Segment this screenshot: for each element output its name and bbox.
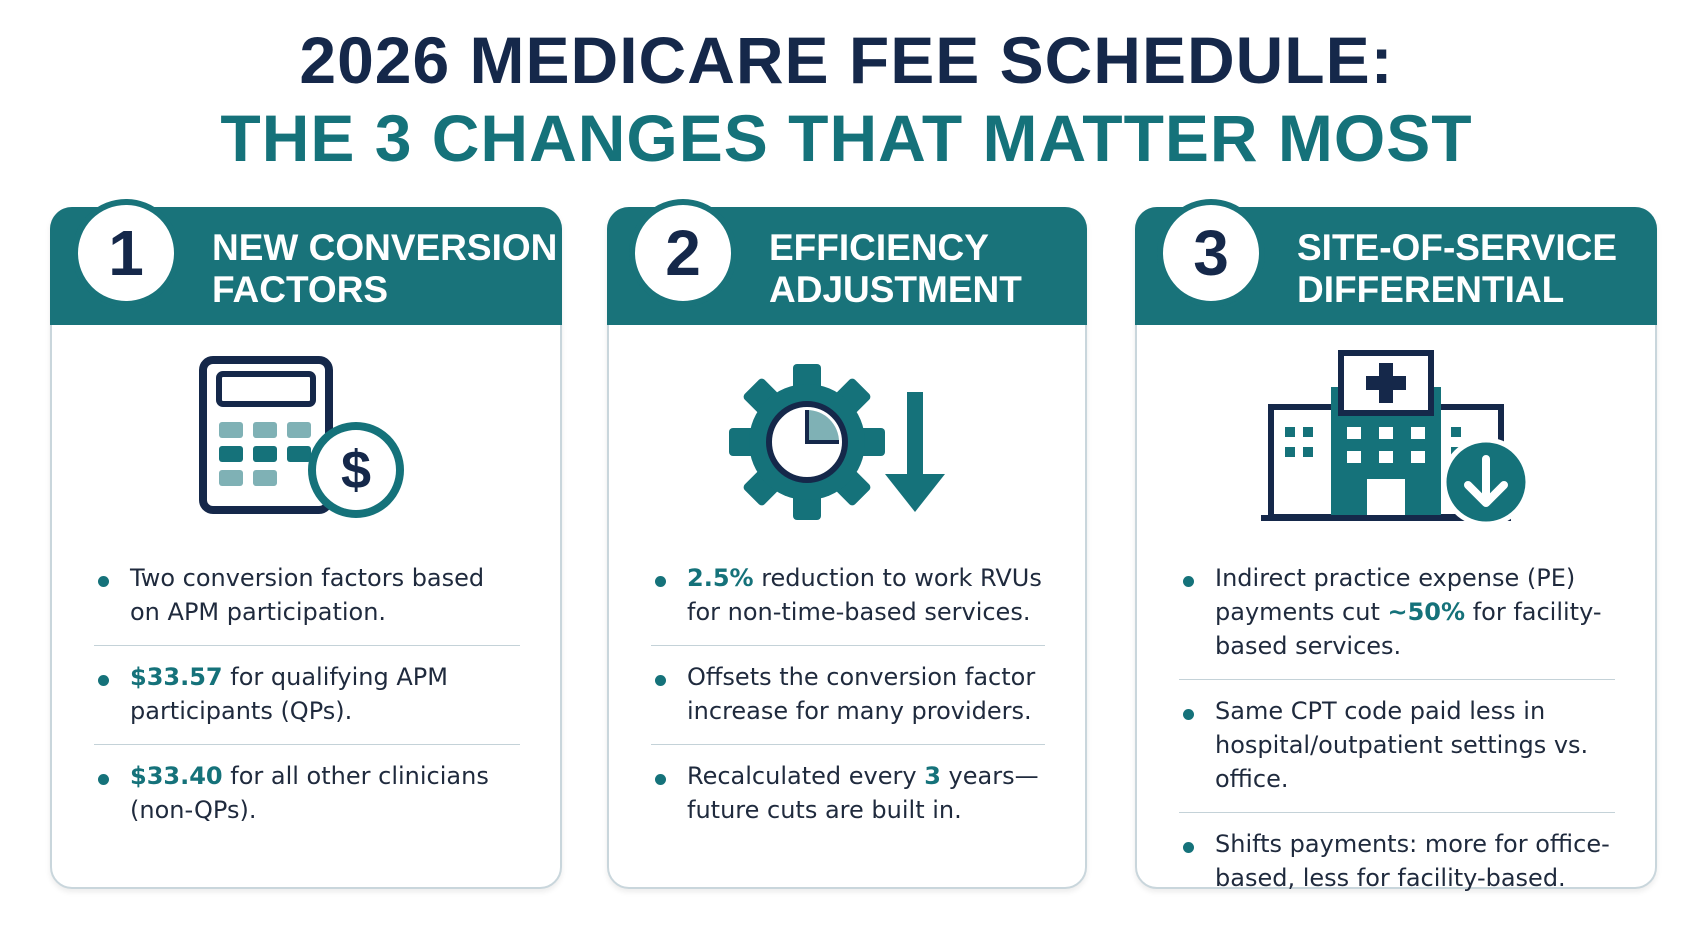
card-heading: EFFICIENCY ADJUSTMENT (769, 227, 1022, 311)
card-number: 2 (629, 199, 737, 307)
bullet: Indirect practice expense (PE) payments … (1179, 547, 1615, 680)
gear-icon (729, 364, 945, 520)
bullet: Shifts payments: more for office-based, … (1179, 813, 1615, 911)
heading-line: EFFICIENCY (769, 227, 989, 268)
card-heading: SITE-OF-SERVICE DIFFERENTIAL (1297, 227, 1617, 311)
bullet-text: Offsets the conversion factor increase f… (687, 663, 1036, 725)
calculator-icon: $ (199, 356, 404, 518)
card-heading: NEW CONVERSION FACTORS (212, 227, 557, 311)
heading-line: SITE-OF-SERVICE (1297, 227, 1618, 268)
bullet-text: for facility-based services. (1215, 598, 1602, 660)
card: 3 SITE-OF-SERVICE DIFFERENTIAL Indirect pr… (1135, 199, 1657, 892)
icon (609, 337, 1085, 547)
bullet: $33.40 for all other clinicians (non-QPs… (94, 745, 520, 843)
bullet-text: for all other clinicians (non-QPs). (130, 762, 489, 824)
bullet-text: Same CPT code paid less in hospital/outp… (1215, 697, 1589, 793)
bullet-highlight: ~50% (1387, 598, 1466, 626)
bullet: $33.57 for qualifying APM participants (… (94, 646, 520, 745)
card-header: 3 SITE-OF-SERVICE DIFFERENTIAL (1135, 199, 1657, 325)
card-header: 2 EFFICIENCY ADJUSTMENT (607, 199, 1087, 325)
bullet: Offsets the conversion factor increase f… (651, 646, 1045, 745)
bullet-text: Shifts payments: more for office-based, … (1215, 830, 1610, 892)
bullet-list: Indirect practice expense (PE) payments … (1179, 547, 1615, 911)
title-line: THE 3 CHANGES THAT MATTER MOST (220, 101, 1473, 175)
bullet-highlight: 3 (924, 762, 941, 790)
bullet: Recalculated every 3 years—future cuts a… (651, 745, 1045, 843)
bullet-text: Two conversion factors based on APM part… (130, 564, 485, 626)
bullet-highlight: $33.57 (130, 663, 223, 691)
bullet: 2.5% reduction to work RVUs for non-time… (651, 547, 1045, 646)
heading-line: DIFFERENTIAL (1297, 269, 1565, 310)
card: 2 EFFICIENCY ADJUSTMENT 2.5% reduction to … (607, 199, 1087, 889)
heading-line: NEW CONVERSION (212, 227, 558, 268)
bullet-list: Two conversion factors based on APM part… (94, 547, 520, 843)
bullet-list: 2.5% reduction to work RVUs for non-time… (651, 547, 1045, 843)
bullet-highlight: $33.40 (130, 762, 223, 790)
card-header: 1 NEW CONVERSION FACTORS (50, 199, 562, 325)
icon: $ (52, 337, 560, 547)
bullet-highlight: 2.5% (687, 564, 754, 592)
icon (1137, 337, 1655, 547)
title-line: 2026 MEDICARE FEE SCHEDULE: (299, 23, 1394, 97)
svg-text:$: $ (341, 440, 371, 500)
hospital-icon (1261, 350, 1531, 527)
bullet-text: Recalculated every (687, 762, 925, 790)
bullet-text: years—future cuts are built in. (687, 762, 1039, 824)
card: 1 NEW CONVERSION FACTORS $ Two conversion … (50, 199, 562, 889)
card-number: 1 (72, 199, 180, 307)
heading-line: ADJUSTMENT (769, 269, 1022, 310)
bullet-text: reduction to work RVUs for non-time-base… (687, 564, 1042, 626)
bullet: Same CPT code paid less in hospital/outp… (1179, 680, 1615, 813)
bullet-text: for qualifying APM participants (QPs). (130, 663, 448, 725)
bullet: Two conversion factors based on APM part… (94, 547, 520, 646)
heading-line: FACTORS (212, 269, 389, 310)
card-number: 3 (1157, 199, 1265, 307)
bullet-text: Indirect practice expense (PE) payments … (1215, 564, 1576, 626)
